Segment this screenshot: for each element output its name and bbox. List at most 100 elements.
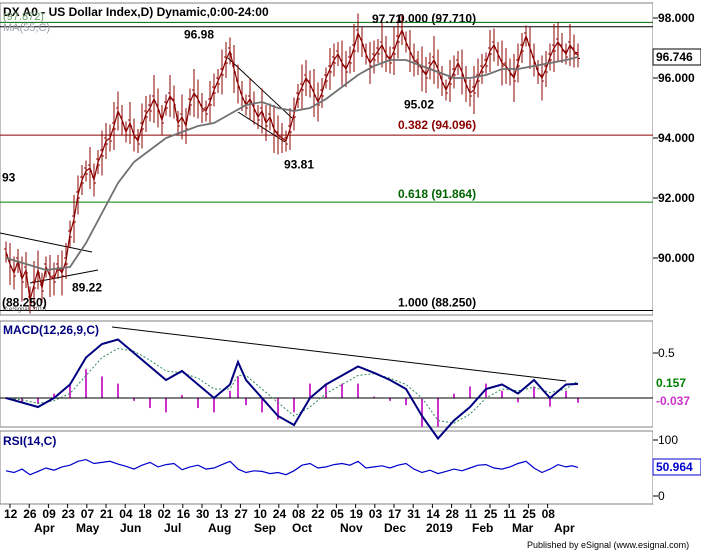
x-day-label: 09: [42, 507, 56, 521]
price-tick-label: 92.000: [658, 191, 695, 205]
x-day-label: 24: [273, 507, 287, 521]
fib-label-0: 0.000 (97.710): [398, 12, 476, 26]
macd-hist-bar: [405, 398, 407, 406]
price-last-value: 96.746: [656, 50, 693, 64]
macd-hist-bar: [85, 369, 87, 398]
x-day-label: 04: [119, 507, 133, 521]
price-annotation-4: 93: [2, 171, 16, 185]
rsi-last-value: 50.964: [656, 460, 693, 474]
x-day-label: 25: [522, 507, 536, 521]
x-day-label: 10: [254, 507, 268, 521]
x-day-label: 07: [81, 507, 95, 521]
x-day-label: 26: [23, 507, 37, 521]
price-panel: [0, 2, 654, 316]
price-annotation-0: 97.71: [372, 12, 402, 26]
fib-label-3: 1.000 (88.250): [398, 296, 476, 310]
macd-hist-bar: [229, 390, 231, 398]
fib-label-2: 0.618 (91.864): [398, 187, 476, 201]
macd-hist-bar: [453, 393, 455, 398]
ma-label: MA(55,C): [3, 22, 50, 34]
macd-hist-bar: [237, 376, 239, 398]
x-day-label: 03: [369, 507, 383, 521]
x-month-label: Mar: [512, 521, 534, 535]
macd-hist-bar: [293, 398, 295, 413]
rsi-tick-label: 0: [658, 489, 665, 503]
macd-hist-bar: [485, 383, 487, 398]
x-month-label: Dec: [384, 521, 406, 535]
x-month-label: Feb: [472, 521, 493, 535]
price-annotation-5: 89.22: [72, 280, 102, 294]
moving-average-line: [5, 56, 579, 271]
trendline-macd: [111, 326, 567, 382]
x-day-label: 13: [215, 507, 229, 521]
macd-hist-bar: [181, 395, 183, 398]
x-day-label: 05: [330, 507, 344, 521]
macd-signal-line: [5, 347, 579, 424]
right-axis: [653, 3, 701, 504]
rsi-last-badge: [652, 458, 701, 476]
rsi-line: [5, 458, 579, 476]
x-day-label: 21: [100, 507, 114, 521]
trendline-upper-left: [0, 232, 93, 253]
publisher-text: Published by eSignal (www.esignal.com): [527, 540, 689, 550]
price-tick-label: 98.000: [658, 11, 695, 25]
x-day-label: 14: [426, 507, 440, 521]
macd-hist-bar: [357, 383, 359, 398]
macd-hist-bar: [469, 386, 471, 398]
macd-hist-bar: [245, 398, 247, 406]
price-tick-label: 94.000: [658, 131, 695, 145]
x-month-label: 2019: [426, 521, 453, 535]
x-day-label: 18: [138, 507, 152, 521]
rsi-title: RSI(14,C): [3, 434, 56, 448]
rsi-panel: [0, 430, 654, 505]
x-day-label: 23: [62, 507, 76, 521]
macd-hist-bar: [277, 398, 279, 420]
macd-last-value: 0.157: [656, 376, 686, 390]
price-tick-label: 96.000: [658, 71, 695, 85]
x-day-label: 16: [177, 507, 191, 521]
macd-hist-bar: [213, 398, 215, 413]
x-day-label: 25: [484, 507, 498, 521]
price-last-badge: [652, 48, 701, 66]
macd-last-badge: [653, 375, 701, 391]
x-day-label: 12: [4, 507, 18, 521]
x-day-label: 08: [542, 507, 556, 521]
x-day-label: 17: [388, 507, 402, 521]
x-day-label: 31: [407, 507, 421, 521]
macd-hist-bar: [133, 398, 135, 401]
macd-hist-bar: [165, 398, 167, 413]
macd-hist-value: -0.037: [656, 394, 690, 408]
macd-hist-bar: [117, 383, 119, 398]
price-annotation-3: 93.81: [284, 158, 314, 172]
macd-hist-bar: [309, 383, 311, 398]
macd-hist-bar: [501, 390, 503, 398]
macd-hist-bar: [149, 398, 151, 409]
macd-hist-bar: [101, 376, 103, 398]
price-annotation-6: (88.250): [2, 296, 47, 310]
macd-hist-bar: [565, 390, 567, 398]
x-day-label: 02: [158, 507, 172, 521]
macd-hist-bar: [437, 398, 439, 427]
x-month-label: Nov: [340, 521, 363, 535]
x-day-label: 22: [311, 507, 325, 521]
x-day-label: 30: [196, 507, 210, 521]
macd-hist-bar: [517, 398, 519, 403]
chart-title: DX A0 - US Dollar Index,D) Dynamic,0:00-…: [3, 5, 269, 19]
rsi-tick-label: 100: [658, 433, 678, 447]
macd-tick-label: 0.5: [658, 346, 675, 360]
x-day-label: 11: [503, 507, 516, 521]
x-day-label: 27: [234, 507, 248, 521]
fib-label-1: 0.382 (94.096): [398, 118, 476, 132]
macd-hist-bar: [341, 383, 343, 398]
macd-hist-bar: [325, 383, 327, 398]
macd-hist-bar: [577, 398, 579, 403]
macd-panel: [0, 320, 654, 428]
x-month-label: Oct: [292, 521, 312, 535]
macd-hist-bar: [549, 398, 551, 407]
macd-hist-bar: [373, 396, 375, 398]
price-tick-label: 90.000: [658, 251, 695, 265]
macd-hist-bar: [261, 398, 263, 413]
macd-title: MACD(12,26,9,C): [3, 323, 99, 337]
x-month-label: Apr: [554, 521, 575, 535]
